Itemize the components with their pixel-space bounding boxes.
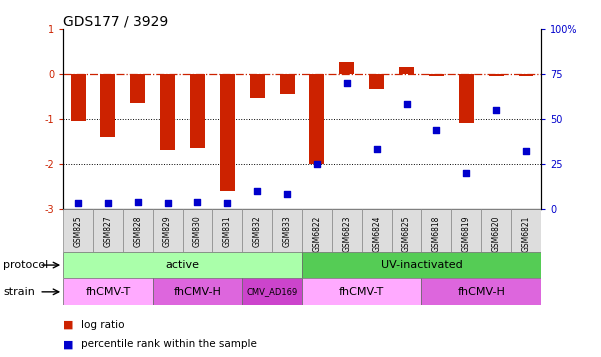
Bar: [362, 209, 392, 252]
Point: [372, 146, 382, 152]
Point: [252, 188, 262, 193]
Text: GSM827: GSM827: [103, 215, 112, 247]
Bar: [519, 74, 534, 76]
Bar: [183, 209, 212, 252]
Text: GSM6818: GSM6818: [432, 215, 441, 252]
Text: strain: strain: [3, 287, 35, 297]
Bar: [220, 74, 235, 191]
Bar: [242, 209, 272, 252]
Bar: [421, 209, 451, 252]
Bar: [369, 74, 384, 89]
Text: GSM832: GSM832: [252, 215, 261, 247]
Bar: [153, 278, 242, 305]
Text: GSM825: GSM825: [73, 215, 82, 247]
Text: percentile rank within the sample: percentile rank within the sample: [81, 339, 257, 349]
Bar: [70, 74, 85, 121]
Bar: [153, 209, 183, 252]
Text: fhCMV-H: fhCMV-H: [174, 287, 221, 297]
Bar: [302, 278, 421, 305]
Point: [282, 192, 292, 197]
Bar: [392, 209, 421, 252]
Point: [103, 201, 113, 206]
Text: GSM6823: GSM6823: [343, 215, 352, 252]
Point: [73, 201, 83, 206]
Bar: [160, 74, 175, 150]
Point: [222, 201, 232, 206]
Bar: [340, 62, 354, 74]
Text: GSM6821: GSM6821: [522, 215, 531, 252]
Text: ■: ■: [63, 320, 73, 330]
Bar: [451, 209, 481, 252]
Bar: [100, 74, 115, 137]
Bar: [302, 252, 541, 278]
Point: [133, 199, 142, 205]
Bar: [399, 67, 414, 74]
Bar: [63, 209, 93, 252]
Point: [163, 201, 172, 206]
Text: UV-inactivated: UV-inactivated: [380, 260, 462, 270]
Text: log ratio: log ratio: [81, 320, 124, 330]
Text: GSM6825: GSM6825: [402, 215, 411, 252]
Bar: [302, 209, 332, 252]
Bar: [481, 209, 511, 252]
Bar: [123, 209, 153, 252]
Text: fhCMV-T: fhCMV-T: [85, 287, 130, 297]
Bar: [272, 209, 302, 252]
Point: [521, 148, 531, 154]
Bar: [63, 252, 302, 278]
Point: [401, 101, 411, 107]
Point: [312, 161, 322, 167]
Bar: [63, 278, 153, 305]
Bar: [310, 74, 325, 164]
Bar: [429, 74, 444, 76]
Text: ■: ■: [63, 339, 73, 349]
Text: GSM830: GSM830: [193, 215, 202, 247]
Bar: [279, 74, 294, 94]
Text: GSM829: GSM829: [163, 215, 172, 247]
Point: [491, 107, 501, 112]
Text: fhCMV-T: fhCMV-T: [339, 287, 385, 297]
Text: fhCMV-H: fhCMV-H: [457, 287, 505, 297]
Text: protocol: protocol: [3, 260, 48, 270]
Text: GSM6824: GSM6824: [372, 215, 381, 252]
Text: GSM6819: GSM6819: [462, 215, 471, 252]
Bar: [421, 278, 541, 305]
Text: CMV_AD169: CMV_AD169: [246, 287, 297, 296]
Text: GSM833: GSM833: [282, 215, 291, 247]
Text: GSM6822: GSM6822: [313, 215, 322, 252]
Bar: [511, 209, 541, 252]
Bar: [459, 74, 474, 123]
Text: GSM831: GSM831: [223, 215, 232, 247]
Bar: [212, 209, 242, 252]
Bar: [250, 74, 264, 99]
Point: [432, 127, 441, 132]
Bar: [93, 209, 123, 252]
Bar: [190, 74, 205, 148]
Point: [462, 170, 471, 176]
Point: [193, 199, 203, 205]
Text: GSM828: GSM828: [133, 215, 142, 247]
Bar: [332, 209, 362, 252]
Bar: [489, 74, 504, 76]
Bar: [130, 74, 145, 103]
Text: active: active: [165, 260, 200, 270]
Bar: [242, 278, 302, 305]
Text: GDS177 / 3929: GDS177 / 3929: [63, 14, 168, 28]
Point: [342, 80, 352, 85]
Text: GSM6820: GSM6820: [492, 215, 501, 252]
